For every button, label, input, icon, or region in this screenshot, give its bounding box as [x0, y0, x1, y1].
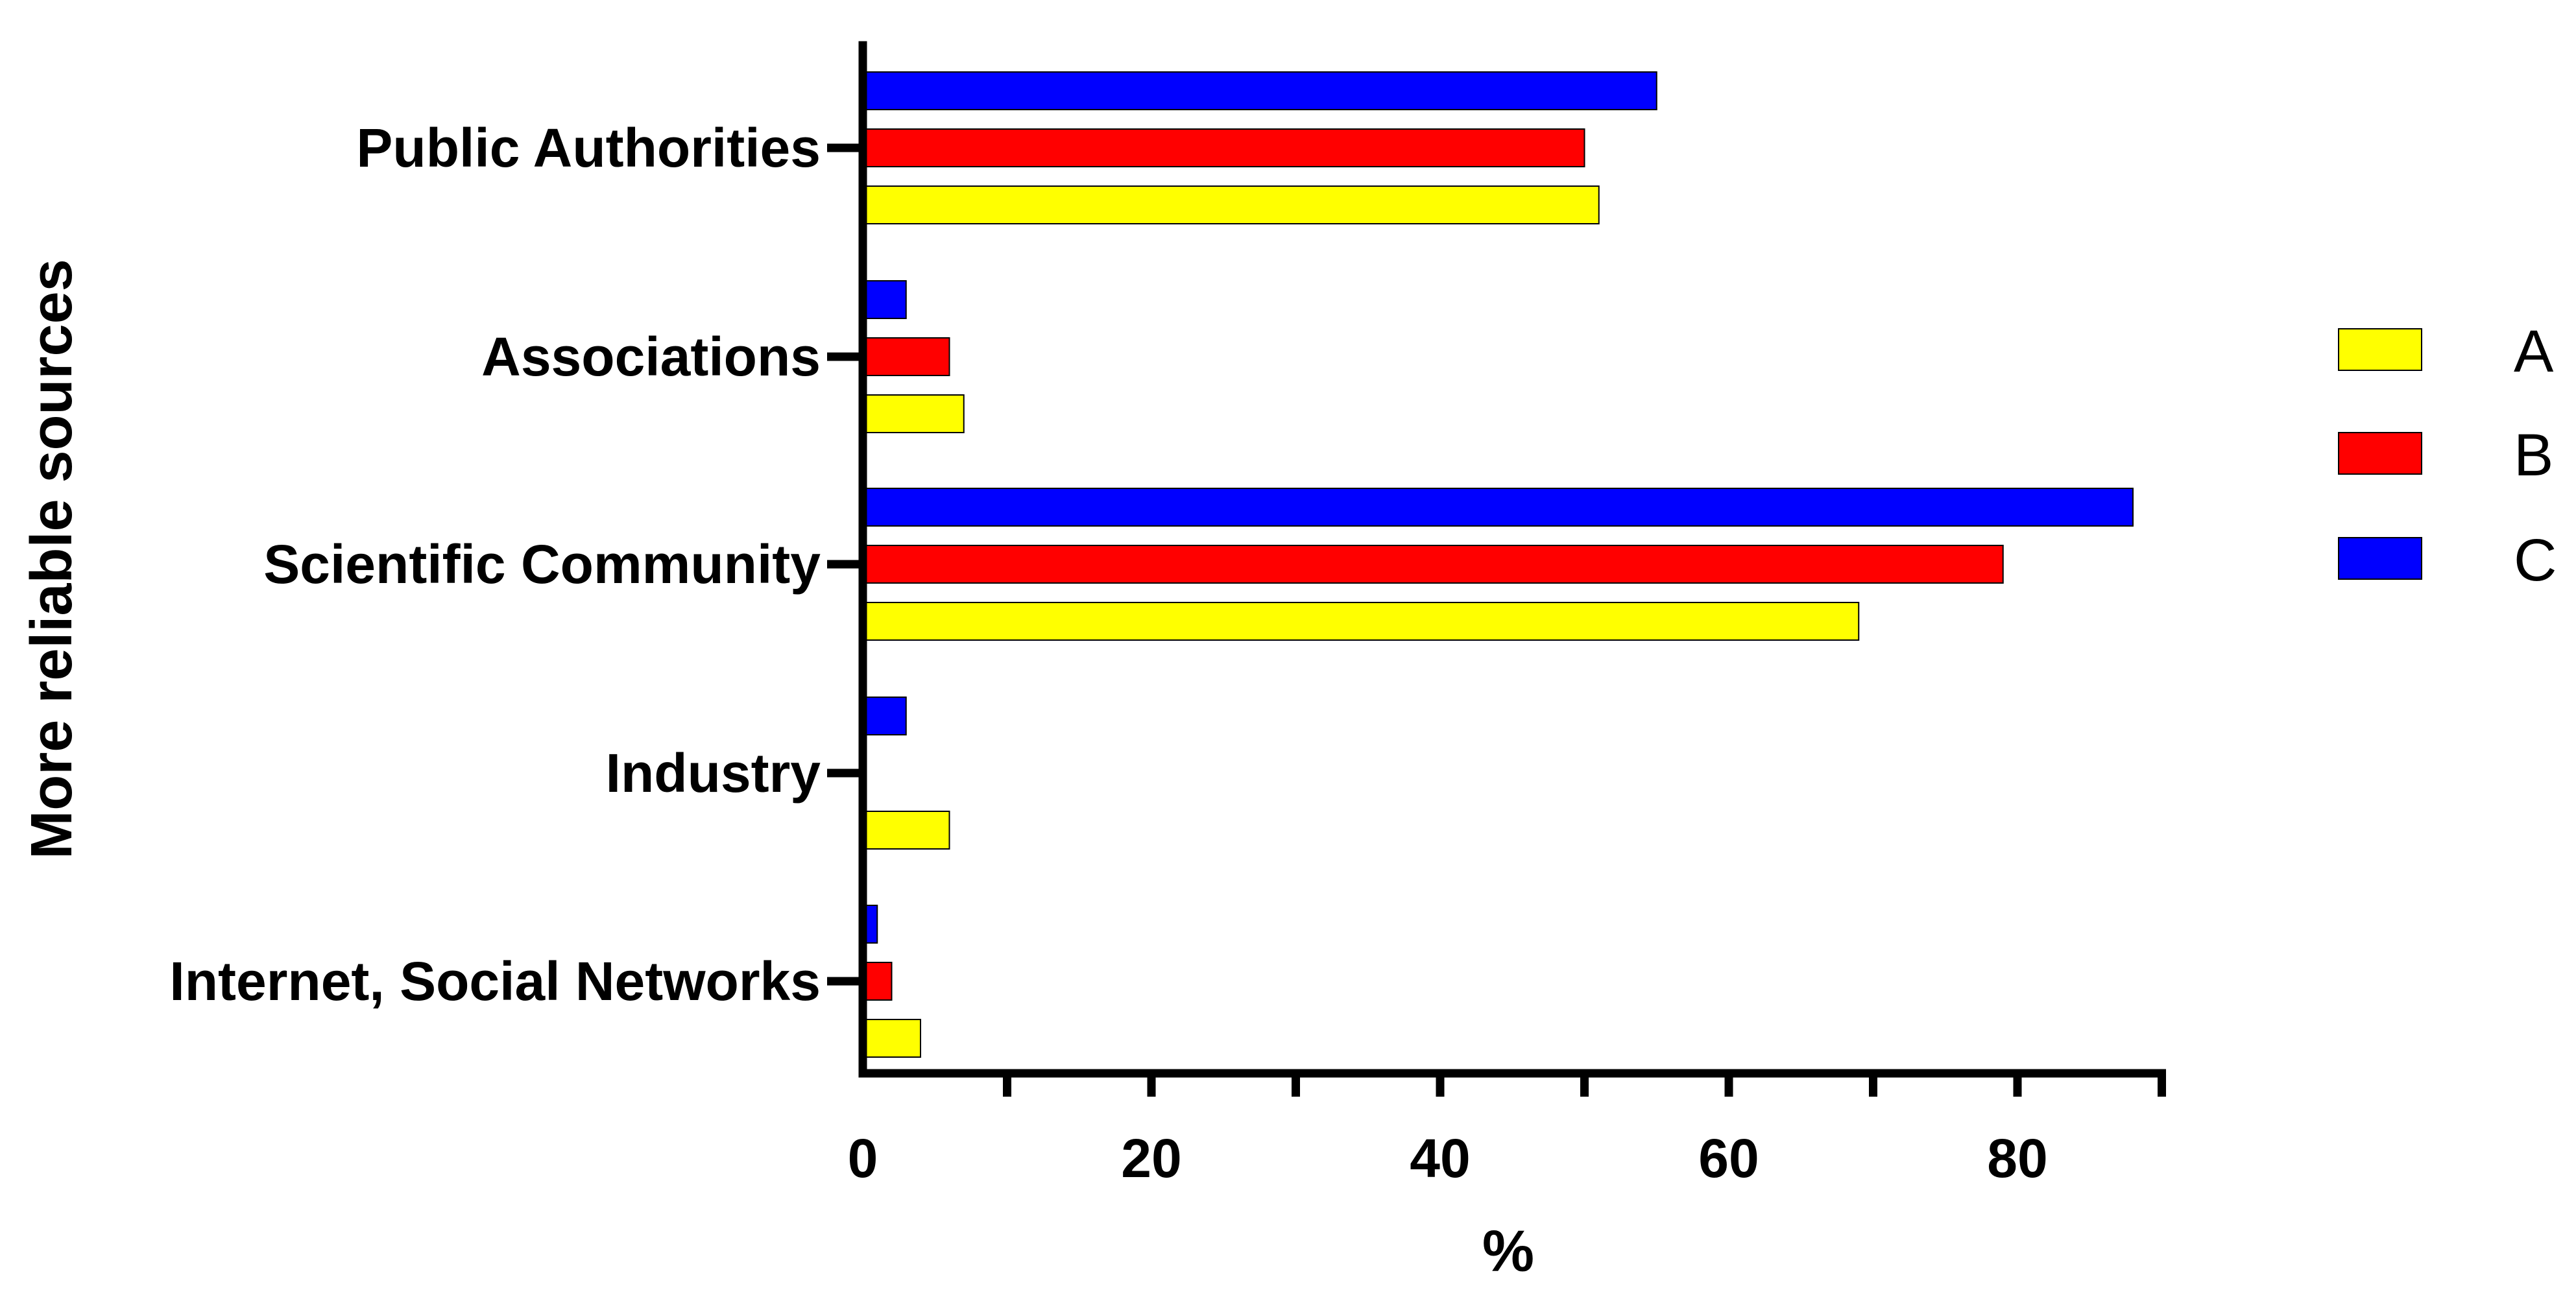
legend-label-c: C [2514, 527, 2557, 593]
x-axis-title: % [1482, 1219, 1534, 1284]
category-label-industry: Industry [606, 743, 821, 804]
bar-associations-c [862, 280, 907, 319]
bar-scientific-community-b [862, 545, 2004, 584]
legend: ABC [2338, 318, 2557, 593]
x-tick-label-80: 80 [1987, 1128, 2047, 1189]
bar-industry-a [862, 811, 950, 850]
bar-public-authorities-a [862, 185, 1600, 224]
axes-group [827, 41, 2166, 1097]
bar-public-authorities-c [862, 71, 1657, 110]
bar-public-authorities-b [862, 128, 1585, 167]
category-label-internet-social-networks: Internet, Social Networks [169, 951, 821, 1012]
bar-associations-b [862, 337, 950, 376]
legend-label-a: A [2514, 318, 2554, 385]
x-tick-label-20: 20 [1121, 1128, 1181, 1189]
bar-scientific-community-c [862, 488, 2134, 527]
bar-scientific-community-a [862, 602, 1860, 641]
category-label-public-authorities: Public Authorities [356, 117, 821, 178]
bar-internet-social-networks-b [862, 962, 893, 1001]
category-label-associations: Associations [481, 326, 821, 387]
legend-label-b: B [2514, 422, 2553, 488]
bar-industry-c [862, 697, 907, 735]
legend-swatch-a [2338, 328, 2422, 371]
x-tick-label-0: 0 [848, 1128, 878, 1189]
bar-associations-a [862, 394, 965, 433]
bars-group [862, 71, 2134, 1058]
legend-swatch-b [2338, 432, 2422, 475]
x-tick-label-40: 40 [1410, 1128, 1470, 1189]
y-axis-title: More reliable sources [19, 259, 84, 859]
legend-swatch-c [2338, 537, 2422, 580]
bar-internet-social-networks-a [862, 1019, 921, 1058]
x-tick-label-60: 60 [1698, 1128, 1759, 1189]
category-label-scientific-community: Scientific Community [263, 534, 821, 595]
x-tick-labels: 0 20 40 60 80 [848, 1128, 2048, 1189]
category-labels: Public Authorities Associations Scientific… [169, 117, 821, 1012]
